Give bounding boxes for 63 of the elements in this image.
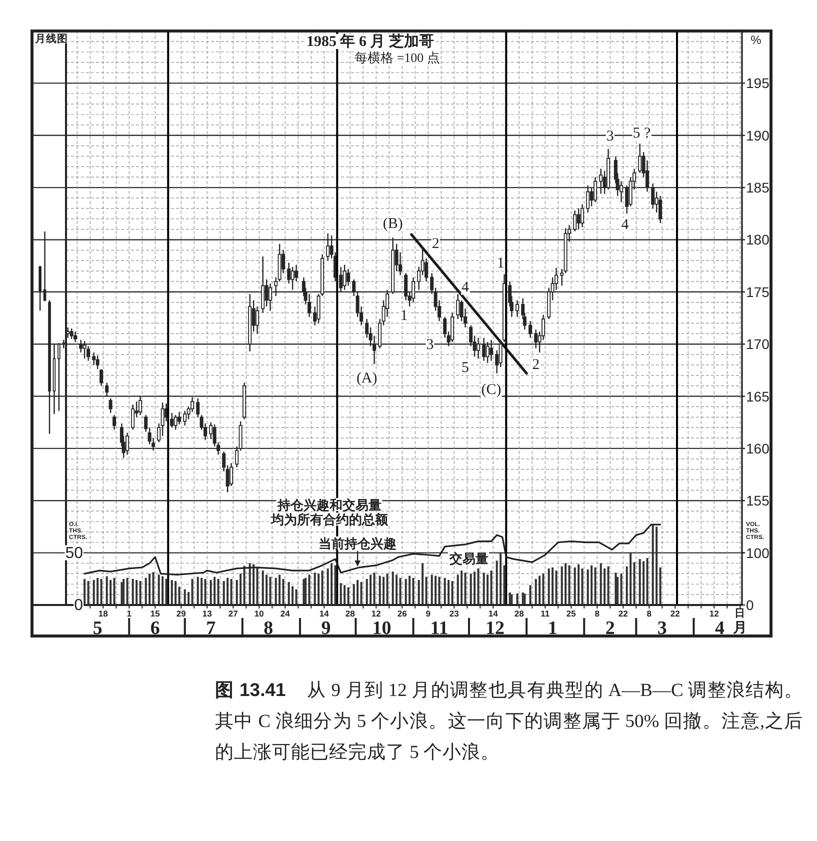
annotation: (B) xyxy=(382,216,403,232)
y-tick-label: 165 xyxy=(746,388,770,404)
x-tick-label: 24 xyxy=(280,608,290,618)
y-tick-label: 50 xyxy=(65,544,84,562)
annotation: 交易量 xyxy=(448,550,488,566)
x2-tick-label: 6 xyxy=(150,618,160,638)
x2-tick-label: 4 xyxy=(714,618,725,638)
x-tick-label: 14 xyxy=(488,608,498,618)
x2-tick-label: 3 xyxy=(657,618,667,638)
x-tick-label: 12 xyxy=(709,608,720,618)
y-axis-title: % xyxy=(750,33,762,47)
x-tick-label: 10 xyxy=(254,608,264,618)
x-tick-label: 8 xyxy=(646,608,652,618)
x-tick-label: 23 xyxy=(449,608,460,618)
annotation: 3 xyxy=(606,128,614,144)
y-tick-label: 160 xyxy=(746,440,770,456)
annotation: 1 xyxy=(400,308,408,324)
x-tick-label: 1 xyxy=(126,608,132,618)
x2-tick-label: 7 xyxy=(206,618,216,638)
x-tick-label: 12 xyxy=(371,608,382,618)
y-tick-label: 155 xyxy=(746,492,770,509)
chart-title: 月线图 xyxy=(34,32,68,44)
x-tick-label: 27 xyxy=(228,608,238,618)
x-tick-label: 18 xyxy=(98,608,108,618)
annotation: 4 xyxy=(621,217,630,234)
x-tick-label: 29 xyxy=(176,608,186,618)
x-tick-label: 22 xyxy=(670,608,680,618)
y-tick-label: 170 xyxy=(746,336,770,352)
x-tick-label: 14 xyxy=(319,608,330,618)
annotation: (A) xyxy=(356,370,378,387)
annotation: 2 xyxy=(432,236,440,252)
x-tick-label: 13 xyxy=(202,608,212,618)
y2-tick-label: 100 xyxy=(746,544,770,561)
y-tick-label: 180 xyxy=(746,232,770,248)
annotation: 当前持仓兴趣 xyxy=(318,535,397,550)
y-tick-label: 175 xyxy=(746,284,770,300)
x-tick-label: 25 xyxy=(566,608,576,618)
x2-axis-title: 月 xyxy=(732,620,747,636)
annotation: 3 xyxy=(426,337,434,354)
y-tick-label: 195 xyxy=(746,75,770,92)
x-tick-label: 28 xyxy=(514,608,524,618)
x-tick-label: 8 xyxy=(594,608,600,618)
annotation: 持仓兴趣和交易量均为所有合约的总额 xyxy=(270,497,390,527)
x2-tick-label: 2 xyxy=(605,618,615,638)
x-tick-label: 26 xyxy=(397,608,408,618)
x-tick-label: 11 xyxy=(540,608,550,618)
x-tick-label: 22 xyxy=(618,608,628,618)
x2-tick-label: 5 xyxy=(92,618,102,638)
x-axis-title: 日 xyxy=(734,607,746,619)
y-tick-label: 190 xyxy=(746,127,770,144)
annotation: 2 xyxy=(532,356,540,373)
annotation: (C) xyxy=(481,382,502,398)
annotation: 4 xyxy=(462,280,470,296)
text: 图 13.41 从 9 月到 12 月的调整也具有典型的 A—B—C 调整浪结构。其中 C 浪细分为 5 个小浪。这一向下的调整属于 50% 回撤。注意,之后的上涨可能已经完成了 5 个小浪。 xyxy=(215,678,803,765)
annotation: 5 xyxy=(462,360,470,376)
chart-title: 1985 年 6 月 芝加哥 xyxy=(306,33,434,50)
x-tick-label: 15 xyxy=(150,608,160,618)
annotation: 5 ? xyxy=(632,125,652,142)
y-tick-label: 185 xyxy=(746,180,770,196)
annotation: 1 xyxy=(496,256,504,272)
x-tick-label: 28 xyxy=(345,608,356,618)
text: 每横格 =100 点 xyxy=(354,50,440,64)
x-tick-label: 9 xyxy=(426,608,431,618)
